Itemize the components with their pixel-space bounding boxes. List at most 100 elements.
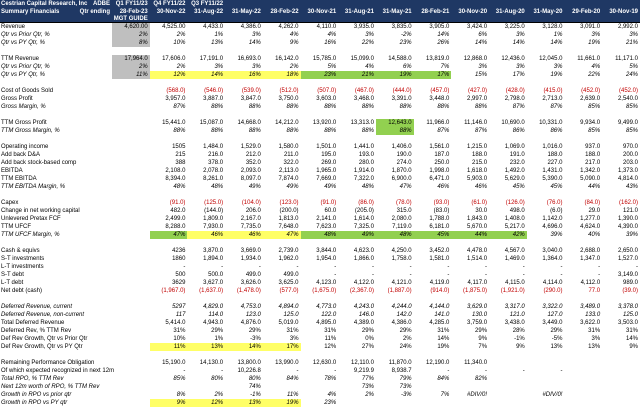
column-date: 28-Feb-21 (413, 9, 452, 23)
row-label: Gross Margin, % (1, 104, 46, 110)
cell: 3,622.0 (580, 320, 601, 326)
cell: 46% (225, 231, 263, 239)
cell: 2,992.0 (617, 24, 638, 30)
column-quarter: Q1 FY11/23 (112, 0, 150, 9)
cell: 1,581.0 (429, 256, 450, 262)
cell: 9% (478, 336, 488, 342)
cell: 47% (149, 231, 188, 239)
cell: 188.0 (585, 152, 601, 158)
cell: 1,347.0 (580, 256, 601, 262)
cell: 1,364.0 (542, 256, 563, 262)
cell: 2,688.0 (580, 248, 601, 254)
cell: 4,433.0 (203, 24, 224, 30)
cell: 87% (550, 104, 563, 110)
cell: 3,625.0 (278, 280, 299, 286)
row-label: S-T debt (1, 272, 24, 278)
cell: 4,123.0 (316, 280, 337, 286)
cell: 3,847.0 (240, 96, 261, 102)
spacer (0, 47, 640, 55)
data-row: TTM Gross Margin, % 88% 88% 88% 88% 88% 88% 88%… (0, 127, 640, 135)
cell: 2% (402, 336, 412, 342)
cell (112, 391, 150, 399)
cell: 1,342.0 (580, 168, 601, 174)
data-row: Net debt (cash) (1,967.0) (1,637.0) (1,478.… (0, 287, 640, 295)
cell: 123.0 (245, 312, 261, 318)
cell: 13,920.0 (312, 120, 337, 126)
cell: 9,219.9 (353, 368, 374, 374)
spacer (0, 351, 640, 359)
cell: 78% (324, 376, 337, 382)
data-row: Growth in RPO vs prior qtr 8% 2% -1% 11% 4% 2%… (0, 391, 640, 399)
cell: 18% (262, 71, 301, 79)
cell: 9,934.0 (580, 120, 601, 126)
row-label: Remaining Performance Obligation (1, 360, 95, 366)
cell: 4% (289, 32, 299, 38)
cell: 4,894.0 (278, 304, 299, 310)
cell: 88% (361, 104, 374, 110)
cell: 3,391.0 (391, 96, 412, 102)
cell (489, 383, 527, 391)
quarter: Q1 FY11/23 (115, 1, 148, 7)
cell: 9% (516, 344, 525, 350)
cell: 315.0 (396, 208, 412, 214)
spacer (0, 135, 640, 143)
data-row: Qtr vs Prior Qtr, % 2% 2% 3% 3% 2% 5% 4% 6% 7% 3% 3… (0, 63, 640, 71)
cell: 7,669.0 (316, 176, 337, 182)
cell: 2,540.0 (617, 96, 638, 102)
cell: 1% (214, 32, 224, 38)
cell: 88% (248, 104, 261, 110)
cell: 14% (225, 343, 263, 351)
cell (564, 391, 602, 399)
cell: - (221, 264, 224, 270)
cell: 146.0 (358, 312, 374, 318)
cell (112, 151, 150, 159)
cell: - (296, 368, 299, 374)
cell: 121.0 (622, 208, 638, 214)
cell: 1% (214, 336, 224, 342)
column-quarter: Q3 FY11/22 (187, 0, 225, 9)
cell (112, 183, 150, 191)
row-label: Of which expected recognized in next 12m (1, 368, 115, 374)
cell: 11,146.0 (464, 120, 488, 126)
cell (112, 359, 150, 367)
cell: 4,814.0 (617, 176, 638, 182)
spacer (0, 79, 640, 87)
cell: 4,876.0 (240, 320, 261, 326)
cell: 3,489.0 (580, 304, 601, 310)
cell: 2,499.0 (165, 216, 186, 222)
cell: 87% (512, 104, 525, 110)
cell: 12,045.0 (539, 56, 563, 62)
cell: 3% (252, 64, 261, 70)
cell: - (371, 264, 374, 270)
cell: 12% (187, 399, 226, 407)
cell: 217.0 (585, 160, 601, 166)
cell: 3,905.0 (429, 24, 450, 30)
cell: 3,438.0 (504, 320, 525, 326)
cell: - (636, 264, 638, 270)
data-row: Def Rev Growth, Qtr vs Prior Qtr 10% 1% -3%… (0, 335, 640, 343)
cell: (123.0) (279, 200, 299, 206)
column-quarter (602, 0, 640, 9)
cell: 48% (361, 184, 374, 190)
cell: 4,620.00 (112, 22, 150, 31)
cell: 3,835.0 (391, 24, 412, 30)
cell: 49% (286, 184, 299, 190)
data-row: TTM Gross Profit 15,441.0 15,087.0 14,668.0… (0, 119, 640, 127)
cell: 86% (512, 128, 525, 134)
cell: 13% (187, 343, 226, 351)
cell: 17% (512, 72, 525, 78)
cell: 22% (588, 72, 601, 78)
cell: 88% (437, 104, 450, 110)
cell: 1,561.0 (429, 144, 450, 150)
cell: 4,285.0 (429, 320, 450, 326)
cell: (290.0) (543, 288, 563, 294)
cell: 3% (252, 32, 261, 38)
date: 28-Feb-22 (270, 9, 299, 15)
cell: 3% (516, 32, 525, 38)
cell (112, 263, 150, 271)
row-label: Change in net working capital (1, 208, 80, 214)
cell: 23% (300, 71, 339, 79)
cell: 5% (327, 64, 337, 70)
cell: 2,080.0 (391, 216, 412, 222)
